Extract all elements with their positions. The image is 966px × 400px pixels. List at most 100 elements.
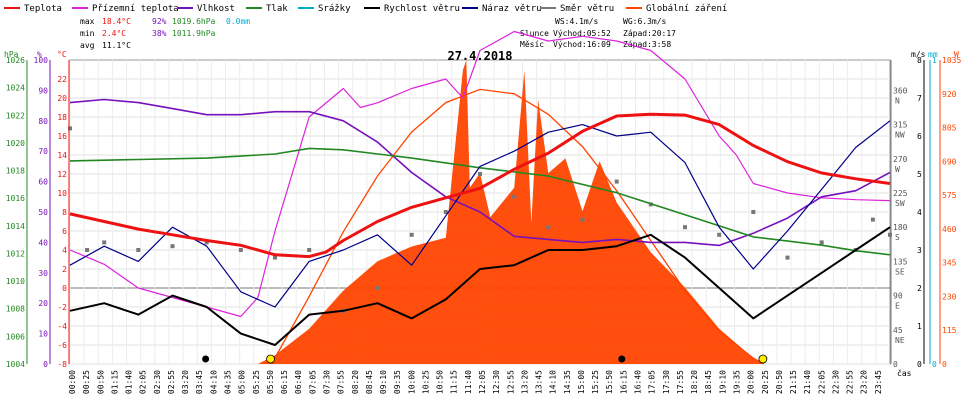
wind-direction-point bbox=[68, 126, 72, 131]
x-tick-label: 06:40 bbox=[294, 370, 303, 394]
pressure-tick-label: 1018 bbox=[6, 167, 25, 176]
wind-direction-point bbox=[375, 286, 380, 290]
temperature-tick-label: 6 bbox=[62, 227, 67, 236]
humidity-tick-label: 90 bbox=[38, 86, 48, 95]
x-tick-label: 10:50 bbox=[436, 370, 445, 394]
x-tick-label: 03:20 bbox=[181, 370, 190, 394]
wind-direction-point bbox=[819, 240, 824, 245]
x-tick-label: 20:00 bbox=[747, 370, 756, 394]
x-tick-label: 00:00 bbox=[68, 370, 77, 394]
radiation-tick-label: 805 bbox=[942, 124, 957, 133]
wind-direction-point bbox=[870, 217, 875, 222]
wind-tick-label: 6 bbox=[917, 132, 922, 141]
wind-direction-point bbox=[478, 172, 482, 176]
x-tick-label: 16:40 bbox=[634, 370, 643, 394]
x-tick-label: 05:25 bbox=[252, 370, 261, 394]
moonset-marker bbox=[202, 355, 210, 363]
axes: hPa1026102410221020101810161014101210101… bbox=[4, 50, 961, 394]
wind-direction-point bbox=[785, 255, 790, 260]
x-tick-label: 01:40 bbox=[125, 370, 134, 394]
pressure-axis-unit: hPa bbox=[4, 50, 19, 59]
x-tick-label: 02:55 bbox=[167, 370, 176, 394]
x-tick-label: 15:25 bbox=[591, 370, 600, 394]
radiation-tick-label: 345 bbox=[942, 259, 957, 268]
x-tick-label: 17:05 bbox=[648, 370, 657, 394]
wind-direction-point bbox=[512, 194, 517, 199]
radiation-tick-label: 575 bbox=[942, 191, 957, 200]
humidity-tick-label: 100 bbox=[34, 56, 49, 65]
series-line-ground_temperature bbox=[69, 30, 891, 318]
humidity-tick-label: 0 bbox=[43, 360, 48, 369]
stat-avg-temp: 11.1°C bbox=[102, 41, 131, 50]
temperature-tick-label: 22 bbox=[57, 75, 67, 84]
wind-direction-point bbox=[204, 240, 209, 245]
direction-tick-label: 225 bbox=[893, 189, 908, 198]
radiation-tick-label: 460 bbox=[942, 225, 957, 234]
x-tick-label: 05:50 bbox=[266, 370, 275, 394]
x-tick-label: 21:15 bbox=[789, 370, 798, 394]
x-tick-label: 13:20 bbox=[520, 370, 529, 394]
stat-min-press: 1011.9hPa bbox=[172, 29, 216, 38]
x-tick-label: 23:20 bbox=[860, 370, 869, 394]
x-tick-label: 15:00 bbox=[577, 370, 586, 394]
moonrise-marker bbox=[618, 355, 626, 363]
info-sun-rise: Východ:05:52 bbox=[553, 29, 611, 38]
direction-tick-label: 315 bbox=[893, 121, 908, 130]
legend-label-wind_direction: Směr větru bbox=[560, 4, 614, 14]
stat-max-hum: 92% bbox=[152, 17, 167, 26]
x-tick-label: 10:25 bbox=[421, 370, 430, 394]
direction-tick-label: 45 bbox=[893, 326, 903, 335]
temperature-tick-label: 4 bbox=[62, 246, 67, 255]
humidity-tick-label: 80 bbox=[38, 117, 48, 126]
x-tick-label: 22:05 bbox=[817, 370, 826, 394]
direction-tick-label: 270 bbox=[893, 155, 908, 164]
legend-label-humidity: Vlhkost bbox=[197, 4, 235, 14]
wind-direction-point bbox=[136, 248, 141, 252]
direction-compass-label: N bbox=[895, 96, 900, 105]
info-sun-set: Západ:20:17 bbox=[623, 29, 676, 38]
wind-direction-point bbox=[683, 225, 687, 230]
legend-label-pressure: Tlak bbox=[266, 4, 288, 14]
humidity-tick-label: 30 bbox=[38, 269, 48, 278]
direction-tick-label: 90 bbox=[893, 292, 903, 301]
series-line-wind_speed bbox=[69, 226, 891, 346]
wind-direction-point bbox=[85, 248, 90, 252]
direction-compass-label: S bbox=[895, 233, 900, 242]
wind-direction-point bbox=[409, 232, 414, 237]
wind-tick-label: 7 bbox=[917, 94, 922, 103]
rain-axis-unit: mm bbox=[928, 50, 938, 59]
radiation-axis-unit: W bbox=[954, 50, 959, 59]
pressure-tick-label: 1004 bbox=[6, 360, 25, 369]
temperature-tick-label: 16 bbox=[57, 132, 67, 141]
astro-info: WS:4.1m/s WG:6.3m/s Slunce Východ:05:52 … bbox=[520, 17, 676, 49]
wind-direction-point bbox=[307, 248, 312, 252]
stat-min-label: min bbox=[80, 29, 95, 38]
x-tick-label: 15:50 bbox=[605, 370, 614, 394]
direction-compass-label: E bbox=[895, 302, 900, 311]
x-axis-label: čas bbox=[897, 368, 912, 378]
stat-max-press: 1019.6hPa bbox=[172, 17, 216, 26]
stat-max-temp: 18.4°C bbox=[102, 17, 131, 26]
wind-direction-point bbox=[443, 210, 448, 214]
wind-tick-label: 8 bbox=[917, 56, 922, 65]
x-tick-label: 12:55 bbox=[506, 370, 515, 394]
radiation-tick-label: 0 bbox=[942, 360, 947, 369]
pressure-tick-label: 1014 bbox=[6, 222, 25, 231]
x-tick-label: 18:45 bbox=[704, 370, 713, 394]
wind-direction-point bbox=[546, 225, 551, 230]
direction-tick-label: 360 bbox=[893, 86, 908, 95]
humidity-axis-unit: % bbox=[37, 50, 42, 59]
humidity-tick-label: 40 bbox=[38, 238, 48, 247]
legend-label-rain: Srážky bbox=[318, 4, 351, 14]
stats-block: max 18.4°C 92% 1019.6hPa 0.0mm min 2.4°C… bbox=[80, 17, 250, 50]
rain-tick-label: 0 bbox=[932, 360, 937, 369]
temperature-tick-label: -8 bbox=[57, 360, 67, 369]
wind-axis-unit: m/s bbox=[911, 50, 926, 59]
sunset-marker bbox=[758, 354, 768, 364]
stat-max-label: max bbox=[80, 17, 95, 26]
chart-title: 27.4.2018 bbox=[447, 49, 512, 63]
series-line-temperature bbox=[69, 112, 891, 259]
x-tick-label: 17:55 bbox=[676, 370, 685, 394]
humidity-tick-label: 50 bbox=[38, 208, 48, 217]
